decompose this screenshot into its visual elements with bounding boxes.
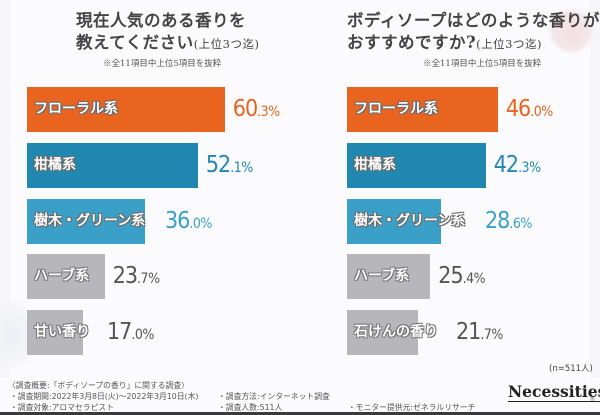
bar-label: 石けんの香り — [354, 324, 438, 341]
bar-label: フローラル系 — [34, 101, 118, 117]
value-label: 21.7% — [456, 310, 503, 355]
value-integer: 46 — [505, 96, 531, 122]
value-decimal: .4% — [462, 271, 486, 288]
bar-2 — [347, 142, 486, 188]
bar-5 — [347, 310, 419, 356]
value-integer: 17 — [107, 319, 132, 346]
right-bar-chart: フローラル系 46.0% 柑橘系 42.3% 樹木・グリーン系 28.6% ハーブ系 25.4… — [347, 87, 597, 357]
rose-decoration — [548, 8, 594, 54]
value-label: 60.3% — [233, 87, 280, 132]
bar-5 — [27, 310, 83, 356]
value-label: 46.0% — [506, 87, 553, 132]
bar-label: フローラル系 — [354, 101, 438, 117]
bar-4 — [347, 254, 431, 300]
bar-label: 甘い香り — [34, 324, 90, 341]
value-decimal: .7% — [137, 271, 160, 288]
value-label: 17.0% — [107, 310, 154, 355]
left-chart-note: ※全11項目中上位5項目を抜粋 — [103, 59, 222, 69]
left-title-line1: 現在人気のある香りを — [76, 11, 246, 30]
bar-label: ハーブ系 — [354, 268, 410, 285]
right-title-line2: おすすめですか?(上位3つ迄) — [347, 33, 542, 52]
value-decimal: .0% — [131, 327, 154, 344]
value-decimal: .0% — [530, 104, 553, 120]
survey-count: ・調査人数:511人 — [218, 403, 283, 412]
value-integer: 23 — [112, 263, 138, 290]
value-integer: 21 — [456, 319, 481, 346]
value-integer: 28 — [485, 207, 510, 234]
bar-label: 柑橘系 — [34, 156, 76, 173]
right-title-suffix: (上位3つ迄) — [476, 37, 542, 51]
value-integer: 60 — [232, 96, 258, 122]
right-chart-note: ※全11項目中上位5項目を抜粋 — [423, 59, 542, 69]
value-label: 23.7% — [113, 254, 160, 299]
value-label: 52.1% — [206, 143, 253, 188]
left-title-suffix: (上位3つ迄) — [193, 37, 260, 51]
bar-3 — [347, 198, 441, 244]
value-decimal: .7% — [480, 327, 503, 344]
survey-period: ・調査期間:2022年3月8日(火)～2022年3月10日(木) — [10, 392, 199, 401]
value-integer: 52 — [205, 151, 231, 178]
sample-size: (n=511人) — [549, 364, 593, 374]
bar-3 — [27, 198, 146, 244]
value-integer: 25 — [438, 263, 463, 290]
bar-label: 樹木・グリーン系 — [354, 212, 466, 229]
right-title-line1: ボディソープはどのような香りが — [347, 11, 600, 30]
bottom-border — [0, 412, 600, 415]
bar-4 — [27, 254, 105, 300]
value-integer: 42 — [493, 151, 519, 178]
left-chart-title: 現在人気のある香りを 教えてください(上位3つ迄) — [76, 10, 259, 55]
bar-label: 柑橘系 — [354, 156, 396, 173]
left-bar-chart: フローラル系 60.3% 柑橘系 52.1% 樹木・グリーン系 36.0% ハーブ系 23.7… — [27, 87, 297, 357]
bar-1 — [27, 87, 225, 132]
left-title-line2: 教えてください(上位3つ迄) — [76, 33, 260, 52]
value-label: 36.0% — [165, 199, 212, 244]
value-decimal: .0% — [189, 215, 212, 232]
necessities-logo: Necessities — [508, 383, 600, 402]
value-decimal: .3% — [518, 159, 541, 176]
survey-provider: ・モニター提供元:ゼネラルリサーチ — [348, 403, 476, 412]
bar-1 — [347, 87, 498, 132]
value-label: 25.4% — [438, 254, 485, 299]
survey-footer: 〈調査概要:「ボディソープの香り」に関する調査〉 ・調査期間:2022年3月8日… — [0, 378, 600, 415]
bar-2 — [27, 142, 198, 188]
value-decimal: .6% — [509, 215, 532, 232]
survey-overview: 〈調査概要:「ボディソープの香り」に関する調査〉 — [8, 381, 189, 390]
value-label: 42.3% — [494, 143, 541, 188]
registered-mark: ® — [590, 397, 595, 403]
survey-target: ・調査対象:アロマセラピスト — [10, 403, 114, 412]
value-decimal: .1% — [230, 159, 253, 176]
value-integer: 36 — [165, 207, 190, 234]
bar-label: 樹木・グリーン系 — [34, 212, 146, 229]
value-label: 28.6% — [485, 199, 532, 244]
survey-method: ・調査方法:インターネット調査 — [218, 392, 330, 401]
bar-label: ハーブ系 — [34, 268, 90, 285]
right-chart-title: ボディソープはどのような香りが おすすめですか?(上位3つ迄) — [347, 10, 600, 55]
value-decimal: .3% — [257, 104, 280, 120]
background-panel — [10, 0, 590, 378]
